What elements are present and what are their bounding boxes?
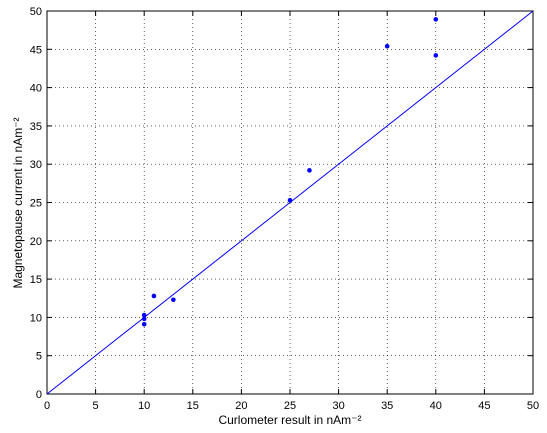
plot-frame <box>46 10 534 395</box>
x-tick-label: 30 <box>332 400 344 412</box>
fit-line <box>46 10 534 395</box>
y-tick-label: 35 <box>30 121 42 133</box>
x-axis-label: Curlometer result in nAm⁻² <box>218 413 361 427</box>
x-tick-label: 40 <box>430 400 442 412</box>
data-point <box>433 53 439 58</box>
y-axis-label: Magnetopause current in nAm⁻² <box>11 117 25 288</box>
y-tick-label: 40 <box>30 83 42 95</box>
y-tick-label: 20 <box>30 236 42 248</box>
y-tick-label: 5 <box>36 351 42 363</box>
x-tick-label: 15 <box>187 400 199 412</box>
x-tick-label: 25 <box>284 400 296 412</box>
x-tick-label: 5 <box>93 400 99 412</box>
x-tick-label: 0 <box>44 400 50 412</box>
x-tick-label: 50 <box>527 400 539 412</box>
y-tick-label: 15 <box>30 274 42 286</box>
y-tick-label: 50 <box>30 6 42 18</box>
data-point <box>171 297 176 303</box>
y-tick-label: 30 <box>30 159 42 171</box>
x-tick-label: 10 <box>138 400 150 412</box>
x-tick-label: 45 <box>478 400 490 412</box>
data-point <box>141 321 147 327</box>
x-tick-label: 35 <box>381 400 393 412</box>
y-tick-label: 25 <box>30 198 42 210</box>
y-tick-label: 45 <box>30 44 42 56</box>
x-tick-label: 20 <box>235 400 247 412</box>
data-point <box>433 17 439 22</box>
y-tick-label: 0 <box>36 389 42 401</box>
data-point <box>151 293 157 299</box>
y-tick-label: 10 <box>30 312 42 324</box>
data-point <box>307 168 312 173</box>
data-point <box>384 43 390 49</box>
